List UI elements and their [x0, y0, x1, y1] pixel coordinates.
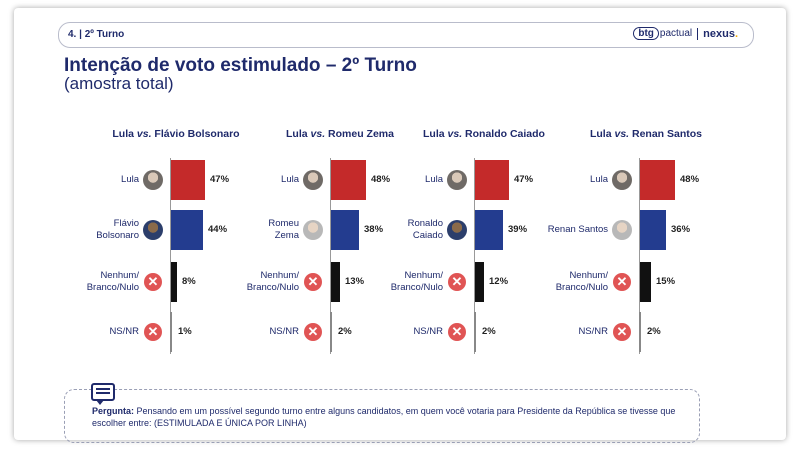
logo-separator [697, 27, 699, 40]
panel-title-vs: vs. [310, 128, 329, 140]
row-label: NS/NR [413, 326, 443, 337]
bar-opponent [331, 210, 359, 250]
data-label: 1% [178, 326, 192, 337]
question-body: Pensando em um possível segundo turno en… [92, 406, 676, 428]
data-label: 47% [210, 174, 230, 185]
row-label: Romeu Zema [268, 218, 299, 241]
bar-nenhum [331, 262, 340, 302]
row-label: NS/NR [269, 326, 299, 337]
candidate-photo-icon [447, 220, 467, 240]
panel-title-vs: vs. [447, 128, 466, 140]
row-label: Renan Santos [547, 224, 608, 235]
chart-baseline [170, 158, 171, 354]
close-icon: ✕ [304, 323, 322, 341]
bar-opponent [640, 210, 666, 250]
data-label: 12% [489, 276, 509, 287]
data-label: 2% [647, 326, 661, 337]
bar-nenhum [171, 262, 177, 302]
data-label: 39% [508, 224, 528, 235]
row-label: Lula [121, 174, 139, 185]
bar-lula [475, 160, 509, 200]
row-label: Nenhum/Branco/Nulo [555, 270, 608, 293]
lula-photo-icon [143, 170, 163, 190]
btg-logo: btg [633, 27, 659, 40]
brand-logo: btg pactual nexus. [633, 27, 738, 40]
row-label: Nenhum/Branco/Nulo [390, 270, 443, 293]
data-label: 2% [338, 326, 352, 337]
panel-title-main: Lula [423, 128, 448, 140]
panel-title-vs: vs. [136, 128, 155, 140]
close-icon: ✕ [613, 323, 631, 341]
data-label: 2% [482, 326, 496, 337]
bar-nsnr [474, 312, 476, 352]
chart-baseline [639, 158, 640, 354]
question-text: Pergunta: Pensando em um possível segund… [92, 405, 696, 429]
panel-title: Lula vs. Romeu Zema [140, 128, 540, 140]
panel-title-main: Lula [112, 128, 137, 140]
lula-photo-icon [447, 170, 467, 190]
close-icon: ✕ [144, 273, 162, 291]
row-label: NS/NR [578, 326, 608, 337]
close-icon: ✕ [448, 273, 466, 291]
bar-lula [171, 160, 205, 200]
bar-lula [331, 160, 366, 200]
row-label: Lula [590, 174, 608, 185]
data-label: 36% [671, 224, 691, 235]
data-label: 48% [680, 174, 700, 185]
data-label: 44% [208, 224, 228, 235]
lula-photo-icon [303, 170, 323, 190]
bar-nsnr [170, 312, 172, 352]
panel-title: Lula vs. Renan Santos [446, 128, 800, 140]
panel-title-main: Lula [589, 128, 615, 140]
panel-title-opponent: Flávio Bolsonaro [154, 128, 240, 140]
data-label: 8% [182, 276, 196, 287]
bar-nenhum [640, 262, 651, 302]
row-label: Lula [425, 174, 443, 185]
page-title: Intenção de voto estimulado – 2º Turno [64, 55, 417, 76]
bar-lula [640, 160, 675, 200]
panel-title: Lula vs. Flávio Bolsonaro [0, 128, 376, 140]
data-label: 47% [514, 174, 534, 185]
section-pill [58, 22, 754, 48]
panel-title-opponent: Ronaldo Caiado [465, 128, 545, 140]
data-label: 38% [364, 224, 384, 235]
row-label: Nenhum/Branco/Nulo [246, 270, 299, 293]
nexus-logo: nexus. [703, 27, 738, 40]
chart-baseline [474, 158, 475, 354]
close-icon: ✕ [304, 273, 322, 291]
close-icon: ✕ [448, 323, 466, 341]
bar-nsnr [639, 312, 641, 352]
row-label: Ronaldo Caiado [407, 218, 443, 241]
question-label: Pergunta: [92, 406, 135, 416]
panel-title-opponent: Renan Santos [632, 128, 703, 140]
lula-photo-icon [612, 170, 632, 190]
bar-opponent [171, 210, 203, 250]
panel-title-vs: vs. [614, 128, 632, 140]
bar-opponent [475, 210, 503, 250]
chart-baseline [330, 158, 331, 354]
row-label: Lula [281, 174, 299, 185]
row-label: Nenhum/Branco/Nulo [86, 270, 139, 293]
candidate-photo-icon [612, 220, 632, 240]
page-subtitle: (amostra total) [64, 74, 174, 93]
panel-title-main: Lula [286, 128, 311, 140]
data-label: 13% [345, 276, 365, 287]
close-icon: ✕ [613, 273, 631, 291]
panel-title: Lula vs. Ronaldo Caiado [284, 128, 684, 140]
row-label: Flávio Bolsonaro [96, 218, 139, 241]
data-label: 48% [371, 174, 391, 185]
panel-title-opponent: Romeu Zema [328, 128, 394, 140]
data-label: 15% [656, 276, 676, 287]
candidate-photo-icon [143, 220, 163, 240]
question-box [64, 389, 700, 443]
section-label: 4. | 2º Turno [68, 29, 125, 40]
close-icon: ✕ [144, 323, 162, 341]
pactual-logo: pactual [659, 28, 693, 39]
bar-nenhum [475, 262, 484, 302]
row-label: NS/NR [109, 326, 139, 337]
bar-nsnr [330, 312, 332, 352]
candidate-photo-icon [303, 220, 323, 240]
chat-question-icon [91, 383, 115, 405]
